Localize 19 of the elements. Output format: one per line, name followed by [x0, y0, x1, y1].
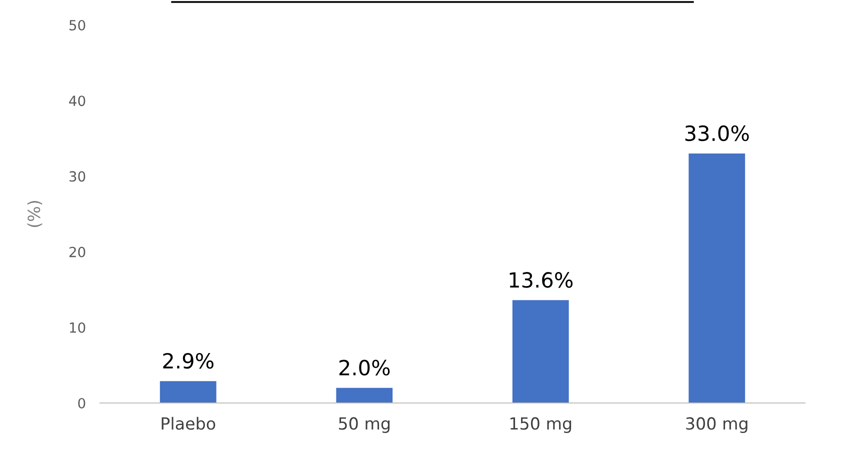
y-axis-title: (%) — [27, 201, 42, 227]
y-tick-label: 20 — [69, 246, 86, 258]
y-tick-label: 0 — [78, 398, 86, 408]
x-tick-label: 50 mg — [339, 417, 390, 434]
x-tick-label: 150 mg — [510, 417, 572, 434]
y-tick-label: 10 — [70, 322, 86, 333]
x-tick-label: 300 mg — [686, 417, 748, 434]
y-tick-label: 50 — [70, 20, 86, 30]
y-tick-label: 40 — [69, 96, 86, 106]
data-label: 13.6% — [510, 272, 573, 288]
bar — [512, 300, 569, 403]
bar — [336, 388, 393, 403]
data-label: 2.0% — [339, 360, 390, 376]
bar — [688, 154, 746, 403]
data-label: 33.0% — [685, 125, 749, 142]
x-tick-label: Plaebo — [162, 416, 216, 430]
data-label: 2.9% — [163, 352, 214, 369]
y-tick-label: 30 — [69, 171, 86, 182]
bar — [160, 381, 216, 403]
